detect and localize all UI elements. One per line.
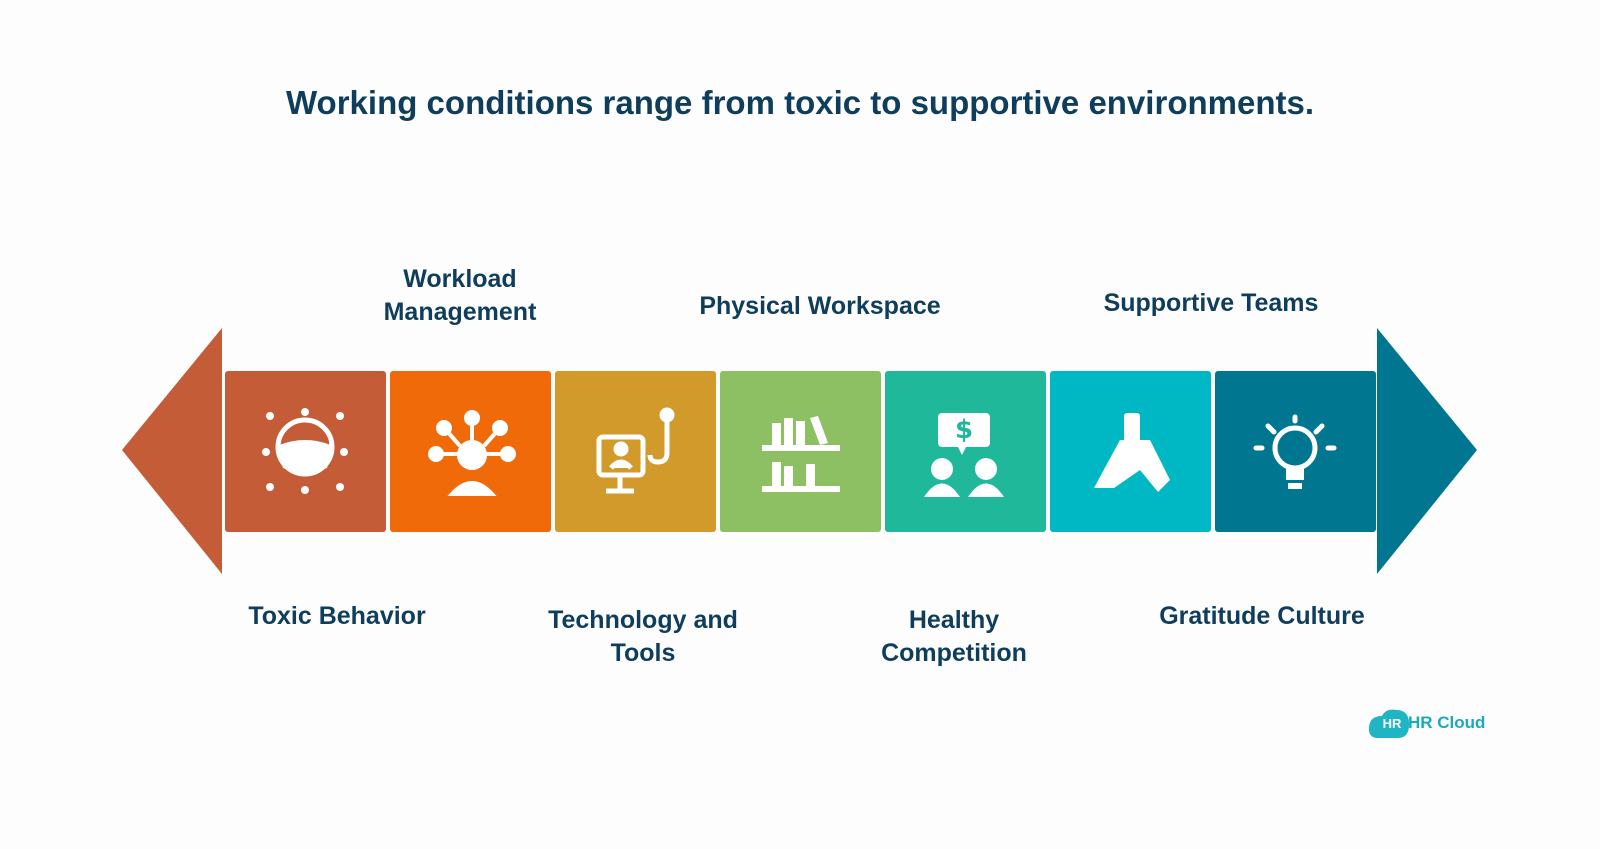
box <box>1215 371 1376 532</box>
item-label: Physical Workspace <box>699 292 941 320</box>
item-label: Workload Management <box>383 265 537 326</box>
item-label: Toxic Behavior <box>248 602 426 630</box>
icon-hands <box>1094 413 1170 492</box>
item-label: Supportive Teams <box>1103 289 1319 317</box>
icon-bulb <box>1253 414 1337 489</box>
title: Working conditions range from toxic to s… <box>286 84 1314 121</box>
box <box>885 371 1046 532</box>
right-arrow-head <box>1377 328 1477 574</box>
icon-shelf <box>762 416 840 492</box>
icon-competition: $ <box>924 413 1004 497</box>
logo-badge: HR <box>1382 716 1402 731</box>
icon-mask-face <box>262 408 348 494</box>
icon-computer <box>596 407 675 494</box>
item-label: Technology and Tools <box>548 606 738 667</box>
logo-name: HR Cloud <box>1408 713 1486 732</box>
box <box>720 371 881 532</box>
svg-text:$: $ <box>955 415 973 445</box>
logo-cloud <box>1368 709 1410 738</box>
item-label: Gratitude Culture <box>1159 602 1365 630</box>
box <box>555 371 716 532</box>
item-label: Healthy Competition <box>881 606 1027 667</box>
icon-workload <box>428 410 516 496</box>
left-arrow-head <box>122 328 222 574</box>
